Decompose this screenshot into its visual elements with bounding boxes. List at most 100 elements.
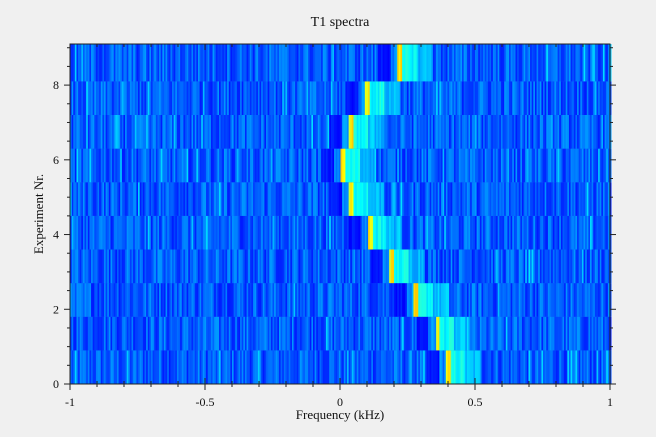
heatmap-cell	[492, 114, 495, 149]
heatmap-cell	[176, 114, 179, 149]
heatmap-cell	[329, 350, 332, 384]
heatmap-cell	[481, 148, 484, 183]
heatmap-cell	[564, 148, 567, 183]
heatmap-cell	[415, 114, 418, 149]
heatmap-cell	[499, 44, 502, 82]
heatmap-cell	[573, 283, 576, 317]
heatmap-cell	[99, 44, 102, 82]
heatmap-cell	[304, 182, 307, 216]
heatmap-cell	[533, 81, 536, 115]
heatmap-cell	[228, 44, 231, 82]
heatmap-cell	[471, 350, 474, 384]
heatmap-cell	[483, 215, 486, 250]
heatmap-cell	[89, 114, 92, 149]
heatmap-cell	[197, 44, 200, 82]
heatmap-cell	[604, 44, 607, 82]
heatmap-cell	[353, 316, 356, 351]
heatmap-cell	[324, 148, 327, 183]
heatmap-cell	[233, 249, 236, 284]
heatmap-cell	[210, 44, 213, 82]
heatmap-cell	[559, 148, 562, 183]
heatmap-cell	[290, 350, 293, 384]
heatmap-cell	[421, 44, 424, 82]
heatmap-cell	[353, 44, 356, 82]
heatmap-cell	[496, 114, 499, 149]
heatmap-cell	[220, 350, 223, 384]
heatmap-cell	[79, 81, 82, 115]
heatmap-cell	[202, 148, 205, 183]
heatmap-cell	[102, 81, 105, 115]
heatmap-cell	[445, 215, 448, 250]
heatmap-cell	[580, 350, 583, 384]
heatmap-cell	[240, 182, 243, 216]
heatmap-cell	[397, 316, 400, 351]
heatmap-cell	[291, 44, 294, 82]
heatmap-cell	[261, 148, 264, 183]
heatmap-cell	[546, 249, 549, 284]
heatmap-cell	[160, 182, 163, 216]
heatmap-cell	[136, 215, 139, 250]
heatmap-cell	[348, 350, 351, 384]
heatmap-cell	[329, 215, 332, 250]
heatmap-cell	[361, 215, 364, 250]
heatmap-cell	[601, 114, 604, 149]
heatmap-cell	[223, 316, 226, 351]
heatmap-cell	[447, 44, 450, 82]
heatmap-cell	[471, 44, 474, 82]
heatmap-cell	[431, 249, 434, 284]
heatmap-cell	[157, 182, 160, 216]
heatmap-cell	[291, 148, 294, 183]
heatmap-cell	[296, 215, 299, 250]
heatmap-cell	[82, 283, 85, 317]
heatmap-cell	[138, 316, 141, 351]
heatmap-cell	[343, 249, 346, 284]
heatmap-cell	[131, 283, 134, 317]
heatmap-cell	[115, 350, 118, 384]
heatmap-cell	[249, 316, 252, 351]
heatmap-cell	[141, 316, 144, 351]
heatmap-cell	[500, 215, 503, 250]
heatmap-cell	[275, 215, 278, 250]
heatmap-cell	[421, 215, 424, 250]
heatmap-cell	[254, 316, 257, 351]
heatmap-cell	[288, 215, 291, 250]
heatmap-cell	[444, 44, 447, 82]
heatmap-cell	[283, 182, 286, 216]
heatmap-cell	[507, 114, 510, 149]
heatmap-cell	[557, 215, 560, 250]
heatmap-cell	[419, 148, 422, 183]
heatmap-cell	[112, 114, 115, 149]
heatmap-cell	[577, 44, 580, 82]
heatmap-cell	[296, 148, 299, 183]
heatmap-cell	[296, 283, 299, 317]
heatmap-cell	[121, 44, 124, 82]
heatmap-cell	[502, 148, 505, 183]
heatmap-cell	[186, 148, 189, 183]
heatmap-cell	[359, 81, 362, 115]
heatmap-cell	[400, 182, 403, 216]
heatmap-cell	[295, 114, 298, 149]
heatmap-cell	[167, 148, 170, 183]
heatmap-cell	[94, 249, 97, 284]
heatmap-cell	[457, 249, 460, 284]
heatmap-cell	[423, 114, 426, 149]
heatmap-cell	[496, 249, 499, 284]
heatmap-cell	[290, 114, 293, 149]
heatmap-cell	[421, 249, 424, 284]
heatmap-cell	[204, 114, 207, 149]
heatmap-cell	[460, 148, 463, 183]
heatmap-cell	[355, 350, 358, 384]
heatmap-cell	[536, 114, 539, 149]
heatmap-cell	[214, 114, 217, 149]
heatmap-cell	[410, 81, 413, 115]
heatmap-cell	[264, 215, 267, 250]
heatmap-cell	[89, 182, 92, 216]
heatmap-cell	[468, 283, 471, 317]
heatmap-cell	[219, 350, 222, 384]
heatmap-cell	[460, 44, 463, 82]
heatmap-cell	[424, 81, 427, 115]
heatmap-cell	[385, 114, 388, 149]
heatmap-cell	[91, 316, 94, 351]
heatmap-cell	[371, 114, 374, 149]
heatmap-cell	[74, 249, 77, 284]
